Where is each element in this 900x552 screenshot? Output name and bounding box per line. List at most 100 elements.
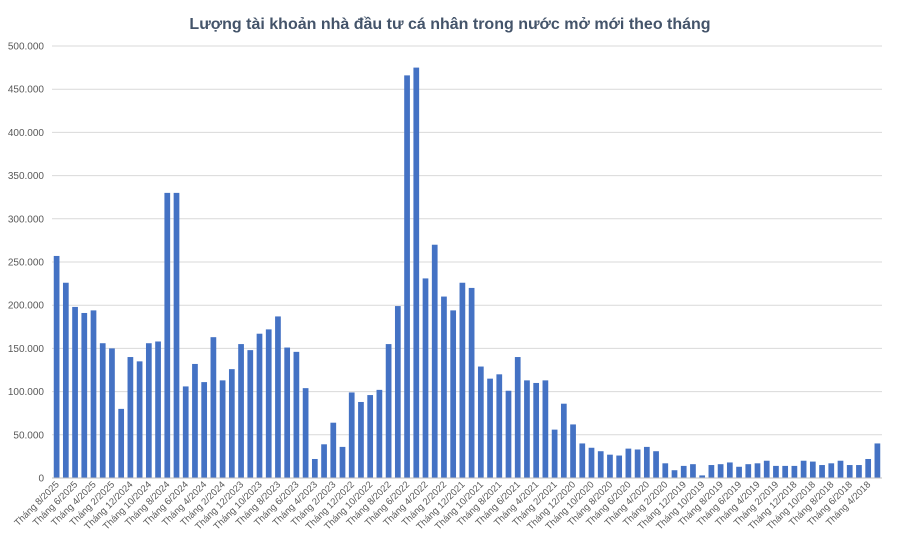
bar <box>422 278 429 478</box>
bar <box>358 401 364 478</box>
bar <box>284 347 291 478</box>
bar <box>524 380 530 478</box>
gridlines <box>52 45 882 436</box>
bar <box>505 390 512 478</box>
bar <box>800 460 807 478</box>
bar <box>542 380 549 478</box>
bar <box>219 380 226 478</box>
bar <box>819 465 825 478</box>
bar <box>81 312 88 478</box>
bar <box>662 463 669 478</box>
bar <box>773 465 779 478</box>
bar <box>514 357 521 478</box>
bar <box>846 465 853 478</box>
bar <box>856 465 862 478</box>
bar <box>256 333 263 478</box>
bar <box>726 462 733 478</box>
y-tick-label: 300.000 <box>8 214 45 225</box>
bar <box>809 461 816 478</box>
y-tick-label: 200.000 <box>8 301 45 312</box>
bar <box>228 369 235 478</box>
bar <box>597 451 604 478</box>
bar <box>736 466 742 478</box>
bar <box>754 463 761 478</box>
bar <box>874 443 881 478</box>
bar <box>72 306 78 478</box>
y-tick-label: 100.000 <box>8 387 45 398</box>
bar <box>321 444 327 478</box>
bar <box>247 350 254 478</box>
bar <box>413 67 420 478</box>
bar <box>192 363 198 478</box>
bar <box>837 460 844 478</box>
bar <box>182 386 189 478</box>
bar <box>173 192 180 478</box>
bar <box>62 282 69 478</box>
bar <box>431 244 438 478</box>
bar <box>210 337 217 478</box>
bar <box>450 310 457 478</box>
bar <box>828 463 835 478</box>
bar <box>118 408 125 478</box>
bar <box>99 343 106 478</box>
y-tick-label: 150.000 <box>8 344 45 355</box>
bar <box>385 344 392 478</box>
bar <box>459 282 466 478</box>
bar <box>588 447 595 478</box>
bar <box>339 446 346 478</box>
bar <box>404 75 410 478</box>
bar <box>579 443 586 478</box>
y-tick-label: 250.000 <box>8 258 45 269</box>
bar <box>560 403 567 478</box>
bar <box>653 451 659 478</box>
y-tick-label: 0 <box>38 474 44 485</box>
bars <box>53 67 881 478</box>
bar <box>164 192 171 478</box>
bar <box>265 329 272 478</box>
bar <box>155 341 161 478</box>
bar <box>468 287 475 478</box>
bar <box>477 366 484 478</box>
bar <box>865 458 872 478</box>
bar <box>643 446 650 478</box>
bar <box>496 374 503 478</box>
bar <box>145 343 152 478</box>
bar <box>680 465 687 478</box>
y-tick-label: 50.000 <box>13 430 44 441</box>
bar <box>607 454 613 478</box>
bar <box>127 357 134 478</box>
bar <box>376 389 383 478</box>
bar <box>394 306 401 478</box>
y-tick-label: 450.000 <box>8 85 45 96</box>
bar <box>275 316 281 478</box>
bar <box>625 448 632 478</box>
bar <box>616 455 623 478</box>
bar <box>487 378 493 478</box>
bar <box>348 392 355 478</box>
bar <box>238 344 244 478</box>
bar <box>763 460 770 478</box>
bar <box>367 395 374 478</box>
bar <box>53 255 60 478</box>
y-axis-tick-labels: 0 50.000 100.000 150.000 200.000 250.000 300.0… <box>8 42 45 485</box>
bar <box>311 458 318 478</box>
bar <box>302 388 309 478</box>
bar <box>570 424 576 478</box>
bar <box>90 310 97 478</box>
bar <box>745 464 752 478</box>
bar <box>293 351 300 478</box>
bar <box>109 348 115 478</box>
bar <box>791 465 798 478</box>
bar <box>330 422 337 478</box>
bar <box>551 429 558 478</box>
bar <box>717 464 724 478</box>
bar <box>782 465 789 478</box>
bar <box>201 382 208 478</box>
bar <box>634 449 641 478</box>
bar <box>136 361 143 478</box>
y-tick-label: 500.000 <box>8 42 45 53</box>
bar <box>690 464 696 478</box>
